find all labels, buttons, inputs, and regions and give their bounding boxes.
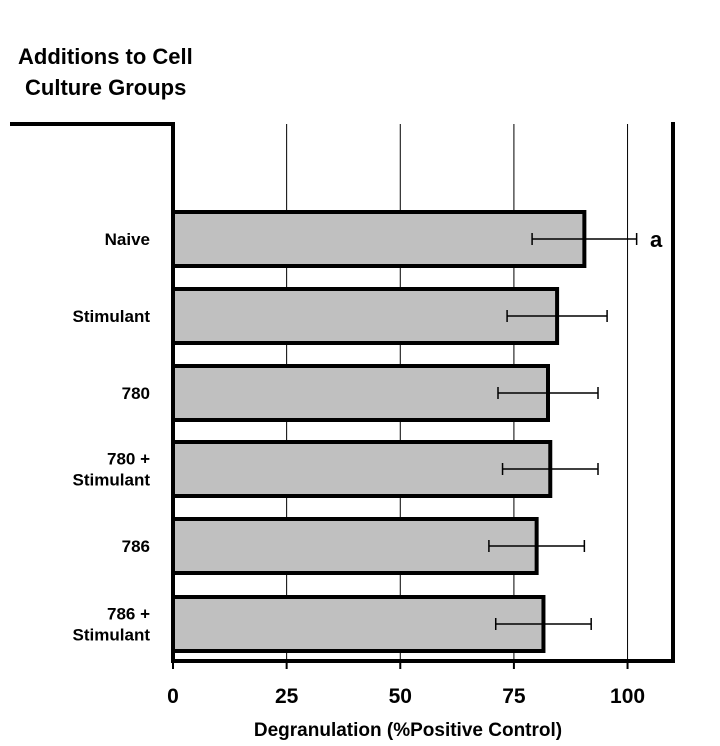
chart-title-line: Culture Groups	[25, 75, 186, 100]
category-label: Naive	[105, 230, 150, 249]
x-tick-labels: 0 25 50 75 100	[167, 685, 645, 708]
annotations: a	[650, 227, 663, 252]
bar	[171, 364, 550, 422]
bar	[171, 210, 587, 268]
category-labels: Naive Stimulant 780 780 + Stimulant 786 786 + S…	[73, 230, 151, 645]
category-label: Stimulant	[73, 471, 151, 490]
category-label: 786	[122, 537, 150, 556]
category-label: Stimulant	[73, 307, 151, 326]
axes	[10, 122, 675, 669]
significance-annotation: a	[650, 227, 663, 252]
x-tick-label: 100	[610, 685, 645, 708]
category-label: 786 +	[107, 605, 150, 624]
x-tick-label: 75	[502, 685, 526, 708]
bar	[171, 595, 546, 653]
x-axis-title: Degranulation (%Positive Control)	[254, 720, 562, 741]
x-tick-label: 25	[275, 685, 299, 708]
x-tick-label: 50	[389, 685, 412, 708]
bar	[171, 287, 560, 345]
chart-title-line: Additions to Cell	[18, 44, 193, 69]
category-label: 780	[122, 384, 150, 403]
category-label: Stimulant	[73, 626, 151, 645]
error-bars	[488, 233, 638, 630]
bars	[171, 210, 587, 653]
category-label: 780 +	[107, 450, 150, 469]
bar	[171, 440, 553, 498]
bar	[171, 517, 539, 575]
x-tick-label: 0	[167, 685, 179, 708]
chart-title: Additions to Cell Culture Groups	[18, 44, 193, 100]
